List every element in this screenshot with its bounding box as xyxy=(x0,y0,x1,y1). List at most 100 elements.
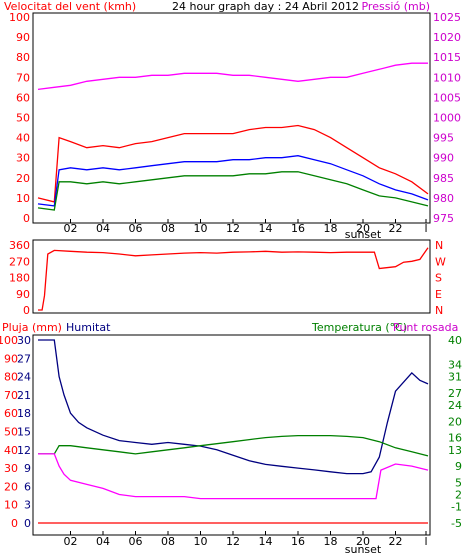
humidity-y-tick-label: 30 xyxy=(17,334,31,347)
wind-y-tick-label: 10 xyxy=(16,192,30,205)
compass-tick-label: N xyxy=(435,304,443,317)
direction-y-tick-label: 0 xyxy=(23,304,30,317)
dew-point-label: Punt rosada xyxy=(393,321,458,334)
temp-y-tick-label: 31 xyxy=(448,371,462,384)
wind-y-tick-label: 70 xyxy=(16,71,30,84)
temp-x-tick-label: 04 xyxy=(96,535,110,548)
wind-speed-label: Velocitat del vent (kmh) xyxy=(4,0,136,13)
wind-y-tick-label: 60 xyxy=(16,91,30,104)
temp-x-tick-label: 18 xyxy=(324,535,338,548)
pressure-y-tick-label: 975 xyxy=(433,212,454,225)
wind-x-tick-label: 06 xyxy=(129,222,143,235)
temp-x-tick-label: 12 xyxy=(226,535,240,548)
wind-series-line-3 xyxy=(37,171,429,211)
wind-x-tick-label: 02 xyxy=(64,222,78,235)
wind-x-tick-label: 10 xyxy=(194,222,208,235)
rain-y-tick-label: 60 xyxy=(4,407,18,420)
wind-y-tick-label: 30 xyxy=(16,152,30,165)
wind-series-line-1 xyxy=(37,124,429,203)
wind-y-tick-label: 20 xyxy=(16,172,30,185)
temp-y-tick-label: 9 xyxy=(455,460,462,473)
temp-panel-frame xyxy=(32,334,431,536)
wind-y-tick-label: 90 xyxy=(16,31,30,44)
rain-y-tick-label: 80 xyxy=(4,371,18,384)
wind-y-tick-label: 40 xyxy=(16,132,30,145)
temp-y-tick-label: 20 xyxy=(448,415,462,428)
pressure-label: Pressió (mb) xyxy=(361,0,430,13)
direction-y-tick-label: 180 xyxy=(9,272,30,285)
compass-tick-label: S xyxy=(435,272,442,285)
rain-label: Pluja (mm) xyxy=(2,321,62,334)
direction-series-line-0 xyxy=(38,247,429,311)
pressure-y-tick-label: 990 xyxy=(433,152,454,165)
wind-y-tick-label: 0 xyxy=(23,212,30,225)
pressure-y-tick-label: 980 xyxy=(433,192,454,205)
chart-title: 24 hour graph day : 24 Abril 2012 xyxy=(172,0,359,13)
temp-x-tick-label: 22 xyxy=(389,535,403,548)
wind-x-tick-label: l xyxy=(424,222,427,235)
temp-y-tick-label: 16 xyxy=(448,432,462,445)
temp-x-tick-label: 02 xyxy=(64,535,78,548)
temp-x-tick-label: 20 xyxy=(356,535,370,548)
pressure-y-tick-label: 1010 xyxy=(433,71,461,84)
temp-y-tick-label: 34 xyxy=(448,358,462,371)
temp-y-tick-label: 13 xyxy=(448,444,462,457)
pressure-y-tick-label: 1000 xyxy=(433,112,461,125)
temp-y-tick-label: 40 xyxy=(448,334,462,347)
direction-y-tick-label: 270 xyxy=(9,255,30,268)
compass-tick-label: N xyxy=(435,239,443,252)
humidity-y-tick-label: 0 xyxy=(24,517,31,530)
wind-x-tick-label: 18 xyxy=(324,222,338,235)
humidity-y-tick-label: 9 xyxy=(24,462,31,475)
compass-tick-label: W xyxy=(435,255,446,268)
temp-series-line-0 xyxy=(38,339,429,475)
pressure-y-tick-label: 995 xyxy=(433,132,454,145)
wind-y-tick-label: 50 xyxy=(16,112,30,125)
temp-series-line-2 xyxy=(38,453,429,500)
pressure-y-tick-label: 1020 xyxy=(433,31,461,44)
humidity-y-tick-label: 12 xyxy=(17,444,31,457)
temp-y-tick-label: -5 xyxy=(451,517,462,530)
wind-panel-frame xyxy=(32,12,431,224)
wind-x-tick-label: 16 xyxy=(291,222,305,235)
direction-series-group xyxy=(38,247,429,311)
direction-y-tick-label: 90 xyxy=(16,288,30,301)
rain-y-tick-label: 30 xyxy=(4,462,18,475)
pressure-y-tick-label: 1005 xyxy=(433,91,461,104)
pressure-y-tick-label: 1015 xyxy=(433,51,461,64)
wind-y-tick-label: 80 xyxy=(16,51,30,64)
temperature-label: Temperatura (°C) xyxy=(311,321,407,334)
temp-y-tick-label: 5 xyxy=(455,476,462,489)
rain-y-tick-label: 50 xyxy=(4,426,18,439)
wind-x-tick-label: 08 xyxy=(161,222,175,235)
wind-x-tick-label: 22 xyxy=(389,222,403,235)
humidity-y-tick-label: 6 xyxy=(24,480,31,493)
temp-series-group xyxy=(38,339,429,524)
temp-y-tick-label: 24 xyxy=(448,399,462,412)
temp-x-tick-label: 16 xyxy=(291,535,305,548)
temp-y-tick-label: 27 xyxy=(448,387,462,400)
axes-group: 0102030405060708090100975980985990995100… xyxy=(0,11,462,556)
rain-y-tick-label: 0 xyxy=(11,517,18,530)
temp-y-tick-label: 2 xyxy=(455,489,462,502)
humidity-y-tick-label: 3 xyxy=(24,499,31,512)
wind-sunset-label: sunset xyxy=(345,228,382,241)
humidity-y-tick-label: 18 xyxy=(17,407,31,420)
temp-sunset-label: sunset xyxy=(345,543,382,556)
humidity-y-tick-label: 24 xyxy=(17,371,31,384)
rain-y-tick-label: 100 xyxy=(0,334,18,347)
wind-series-line-2 xyxy=(37,155,429,207)
humidity-y-tick-label: 15 xyxy=(17,426,31,439)
pressure-y-tick-label: 985 xyxy=(433,172,454,185)
wind-series-group xyxy=(37,62,429,211)
rain-y-tick-label: 40 xyxy=(4,444,18,457)
wind-series-line-0 xyxy=(37,62,428,91)
wind-x-tick-label: 04 xyxy=(96,222,110,235)
direction-y-tick-label: 360 xyxy=(9,239,30,252)
temp-y-tick-label: -1 xyxy=(451,501,462,514)
rain-y-tick-label: 20 xyxy=(4,480,18,493)
wind-x-tick-label: 12 xyxy=(226,222,240,235)
wind-y-tick-label: 100 xyxy=(9,11,30,24)
temp-x-tick-label: 10 xyxy=(194,535,208,548)
temp-x-tick-label: l xyxy=(424,535,427,548)
